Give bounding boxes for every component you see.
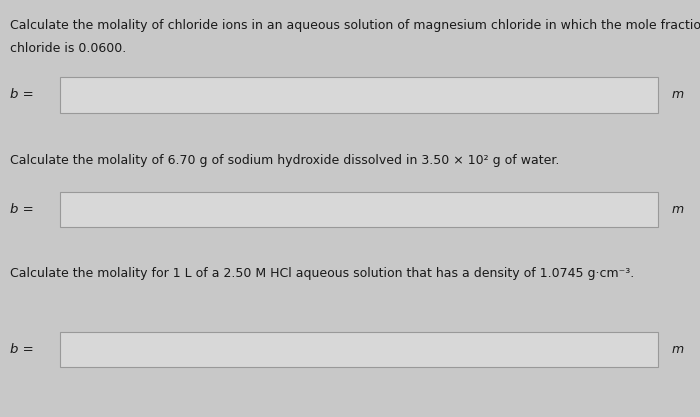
Text: m: m xyxy=(672,88,684,101)
Text: m: m xyxy=(672,343,684,356)
Text: b =: b = xyxy=(10,343,34,356)
Text: m: m xyxy=(672,203,684,216)
Text: chloride is 0.0600.: chloride is 0.0600. xyxy=(10,42,127,55)
Text: b =: b = xyxy=(10,88,34,101)
FancyBboxPatch shape xyxy=(60,77,658,113)
Text: Calculate the molality of chloride ions in an aqueous solution of magnesium chlo: Calculate the molality of chloride ions … xyxy=(10,19,700,32)
Text: b =: b = xyxy=(10,203,34,216)
Text: Calculate the molality of 6.70 g of sodium hydroxide dissolved in 3.50 × 10² g o: Calculate the molality of 6.70 g of sodi… xyxy=(10,154,560,167)
Text: Calculate the molality for 1 L of a 2.50 M HCl aqueous solution that has a densi: Calculate the molality for 1 L of a 2.50… xyxy=(10,267,635,280)
FancyBboxPatch shape xyxy=(60,192,658,227)
FancyBboxPatch shape xyxy=(60,332,658,367)
